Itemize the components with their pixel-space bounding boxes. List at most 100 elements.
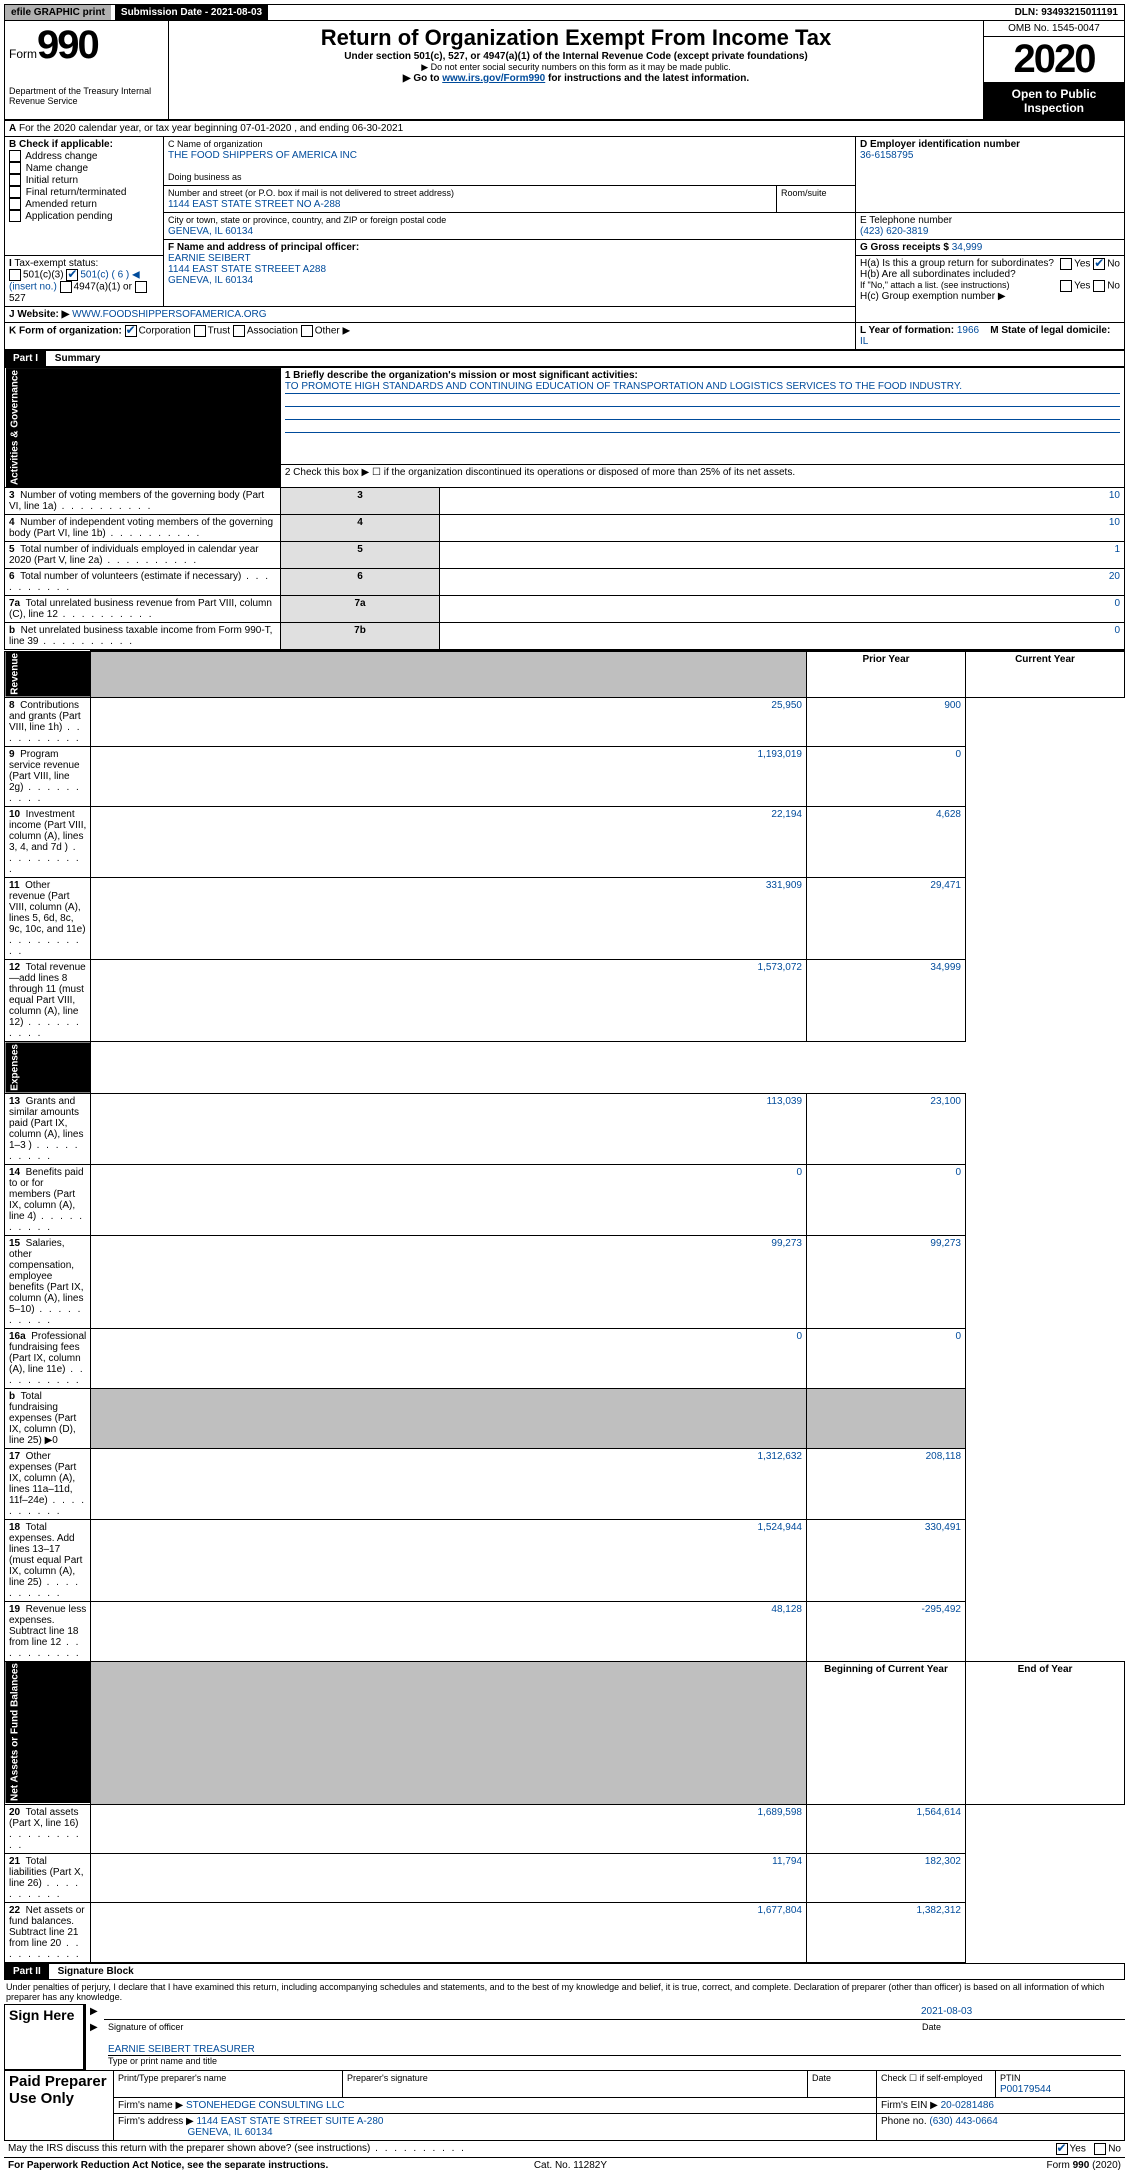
- subtitle-2: ▶ Do not enter social security numbers o…: [173, 62, 979, 73]
- sig-name-lbl: Type or print name and title: [108, 2056, 217, 2066]
- ha-yes[interactable]: [1060, 258, 1072, 270]
- form-title: Return of Organization Exempt From Incom…: [173, 25, 979, 51]
- b-label: B Check if applicable:: [9, 139, 113, 150]
- b-checkbox[interactable]: [9, 186, 21, 198]
- b-checkbox[interactable]: [9, 198, 21, 210]
- discuss-text: May the IRS discuss this return with the…: [8, 2143, 370, 2154]
- part2-label: Part II: [5, 1964, 49, 1979]
- subtitle-3: ▶ Go to www.irs.gov/Form990 for instruct…: [173, 73, 979, 84]
- col-beginning: Beginning of Current Year: [807, 1661, 966, 1804]
- d-label: D Employer identification number: [860, 139, 1020, 150]
- opt-4947: 4947(a)(1) or: [74, 282, 132, 293]
- b-checkbox[interactable]: [9, 174, 21, 186]
- firm-city: GENEVA, IL 60134: [187, 2127, 272, 2138]
- opt-501c3: 501(c)(3): [23, 270, 64, 281]
- part2-title: Signature Block: [52, 1966, 134, 1977]
- org-name: THE FOOD SHIPPERS OF AMERICA INC: [168, 150, 357, 161]
- b-checkbox[interactable]: [9, 210, 21, 222]
- opt-527: 527: [9, 293, 26, 304]
- dln-label: DLN: 93493215011191: [1009, 5, 1124, 20]
- i-label: Tax-exempt status:: [14, 258, 98, 269]
- checkbox-527[interactable]: [135, 281, 147, 293]
- officer-addr1: 1144 EAST STATE STREEET A288: [168, 264, 326, 275]
- cat-no: Cat. No. 11282Y: [534, 2160, 607, 2171]
- firm-ein-lbl: Firm's EIN ▶: [881, 2100, 941, 2111]
- ptin-lbl: PTIN: [1000, 2073, 1021, 2083]
- firm-addr: 1144 EAST STATE STREET SUITE A-280: [197, 2116, 384, 2127]
- k-corp[interactable]: [125, 325, 137, 337]
- k-other[interactable]: [301, 325, 313, 337]
- discuss-yes[interactable]: [1056, 2143, 1068, 2155]
- year-formation: 1966: [957, 325, 979, 336]
- prep-name-lbl: Print/Type preparer's name: [118, 2073, 226, 2083]
- city-label: City or town, state or province, country…: [168, 215, 446, 225]
- discuss-no[interactable]: [1094, 2143, 1106, 2155]
- k-trust[interactable]: [194, 325, 206, 337]
- omb-number: OMB No. 1545-0047: [984, 21, 1124, 37]
- part1-table: Activities & Governance 1 Briefly descri…: [4, 367, 1125, 650]
- k-label: K Form of organization:: [9, 326, 122, 337]
- mission-text: TO PROMOTE HIGH STANDARDS AND CONTINUING…: [285, 381, 1120, 394]
- sign-here: Sign Here: [5, 2004, 85, 2069]
- efile-label[interactable]: efile GRAPHIC print: [5, 5, 111, 20]
- form-num: 990: [37, 23, 98, 67]
- dept-label: Department of the Treasury Internal Reve…: [9, 86, 164, 106]
- prep-sig-lbl: Preparer's signature: [347, 2073, 428, 2083]
- hb-no[interactable]: [1093, 280, 1105, 292]
- addr-label: Number and street (or P.O. box if mail i…: [168, 188, 454, 198]
- irs-link[interactable]: www.irs.gov/Form990: [442, 73, 545, 84]
- vtab-revenue: Revenue: [5, 651, 91, 698]
- line1-label: 1 Briefly describe the organization's mi…: [285, 370, 638, 381]
- l-label: L Year of formation:: [860, 325, 957, 336]
- submission-date: Submission Date - 2021-08-03: [115, 5, 268, 20]
- hc-label: H(c) Group exemption number ▶: [860, 291, 1006, 302]
- hb-yes[interactable]: [1060, 280, 1072, 292]
- footer: May the IRS discuss this return with the…: [4, 2141, 1125, 2173]
- phone-lbl: Phone no.: [881, 2116, 929, 2127]
- line2-text: 2 Check this box ▶ ☐ if the organization…: [280, 465, 1124, 488]
- top-bar: efile GRAPHIC print Submission Date - 20…: [4, 4, 1125, 21]
- ein-value: 36-6158795: [860, 150, 913, 161]
- hb-note: If "No," attach a list. (see instruction…: [860, 280, 1009, 290]
- part1-title: Summary: [49, 353, 101, 364]
- vtab-expenses: Expenses: [5, 1042, 91, 1094]
- sig-date-lbl: Date: [922, 2022, 941, 2032]
- col-prior: Prior Year: [807, 651, 966, 698]
- open-public: Open to Public Inspection: [984, 83, 1124, 119]
- k-opt-assoc: Association: [247, 326, 298, 337]
- c-label: C Name of organization: [168, 139, 263, 149]
- entity-section: A For the 2020 calendar year, or tax yea…: [4, 120, 1125, 350]
- checkbox-4947[interactable]: [60, 281, 72, 293]
- k-assoc[interactable]: [233, 325, 245, 337]
- vtab-netassets: Net Assets or Fund Balances: [5, 1661, 91, 1804]
- tax-year-line: For the 2020 calendar year, or tax year …: [19, 123, 403, 134]
- b-checkbox[interactable]: [9, 150, 21, 162]
- paperwork-notice: For Paperwork Reduction Act Notice, see …: [8, 2160, 328, 2171]
- col-current: Current Year: [966, 651, 1125, 698]
- m-label: M State of legal domicile:: [990, 325, 1110, 336]
- officer-name: EARNIE SEIBERT: [168, 253, 251, 264]
- b-checkbox[interactable]: [9, 162, 21, 174]
- hb-label: H(b) Are all subordinates included?: [860, 269, 1016, 280]
- col-end: End of Year: [966, 1661, 1125, 1804]
- paid-preparer: Paid Preparer Use Only: [5, 2070, 114, 2140]
- firm-addr-lbl: Firm's address ▶: [118, 2116, 194, 2127]
- room-label: Room/suite: [781, 188, 827, 198]
- k-opt-trust: Trust: [208, 326, 230, 337]
- prep-date-lbl: Date: [812, 2073, 831, 2083]
- part1-label: Part I: [5, 351, 46, 366]
- firm-name: STONEHEDGE CONSULTING LLC: [186, 2100, 345, 2111]
- k-opt-corp: Corporation: [139, 326, 191, 337]
- addr-value: 1144 EAST STATE STREET NO A-288: [168, 199, 340, 210]
- j-label: Website: ▶: [17, 309, 69, 320]
- form-prefix: Form: [9, 47, 37, 61]
- signature-block: Sign Here ▶ 2021-08-03 ▶ Signature of of…: [4, 2004, 1125, 2070]
- officer-addr2: GENEVA, IL 60134: [168, 275, 253, 286]
- self-emp: Check ☐ if self-employed: [881, 2073, 983, 2083]
- gross-receipts: 34,999: [952, 242, 983, 253]
- ha-no[interactable]: [1093, 258, 1105, 270]
- checkbox-501c[interactable]: [66, 269, 78, 281]
- checkbox-501c3[interactable]: [9, 269, 21, 281]
- ha-label: H(a) Is this a group return for subordin…: [860, 258, 1054, 269]
- part2-header: Part II Signature Block: [4, 1963, 1125, 1980]
